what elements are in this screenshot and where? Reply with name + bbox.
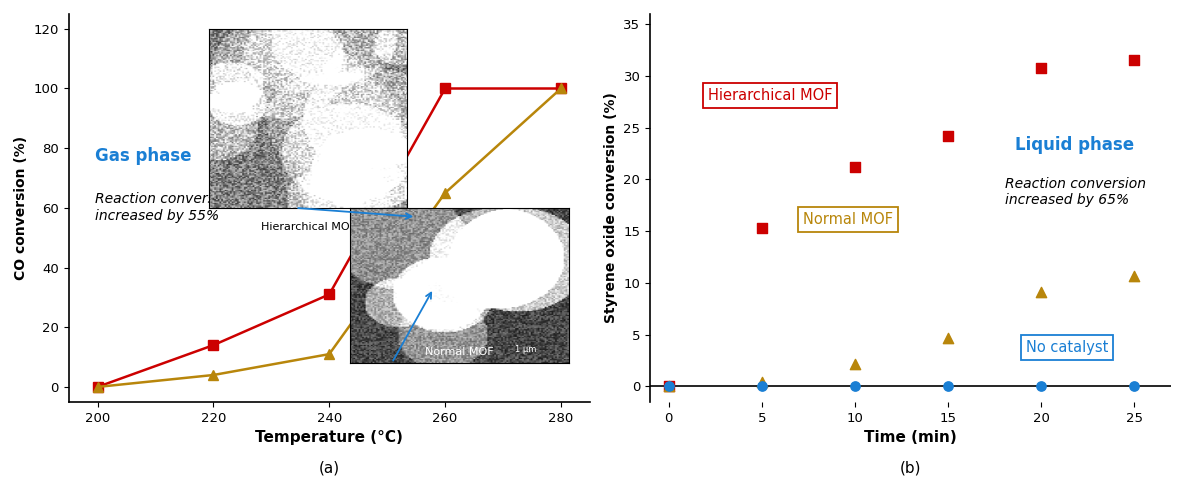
Point <box>752 382 771 390</box>
Text: Reaction conversion
increased by 55%: Reaction conversion increased by 55% <box>94 192 236 223</box>
Point <box>659 382 678 390</box>
Point <box>938 132 957 140</box>
Point <box>752 378 771 386</box>
Point <box>845 163 864 171</box>
Point <box>1031 64 1050 72</box>
Text: Reaction conversion
increased by 65%: Reaction conversion increased by 65% <box>1005 177 1146 207</box>
Text: Normal MOF: Normal MOF <box>803 212 893 227</box>
Point <box>659 382 678 390</box>
Point <box>1125 272 1144 280</box>
Point <box>752 224 771 232</box>
Text: (b): (b) <box>900 460 921 475</box>
Y-axis label: Styrene oxide conversion (%): Styrene oxide conversion (%) <box>604 93 617 323</box>
Point <box>1031 288 1050 296</box>
Text: No catalyst: No catalyst <box>1026 340 1109 355</box>
Point <box>659 382 678 390</box>
Point <box>938 334 957 341</box>
Text: Liquid phase: Liquid phase <box>1016 136 1135 154</box>
Text: Hierarchical MOF: Hierarchical MOF <box>708 88 832 103</box>
X-axis label: Temperature (°C): Temperature (°C) <box>255 430 403 445</box>
Point <box>938 382 957 390</box>
Y-axis label: CO conversion (%): CO conversion (%) <box>14 136 27 280</box>
Point <box>845 382 864 390</box>
Point <box>845 360 864 368</box>
Point <box>1125 382 1144 390</box>
Point <box>1125 56 1144 64</box>
Text: (a): (a) <box>318 460 340 475</box>
X-axis label: Time (min): Time (min) <box>864 430 957 445</box>
Point <box>1031 382 1050 390</box>
Text: Gas phase: Gas phase <box>94 148 191 165</box>
